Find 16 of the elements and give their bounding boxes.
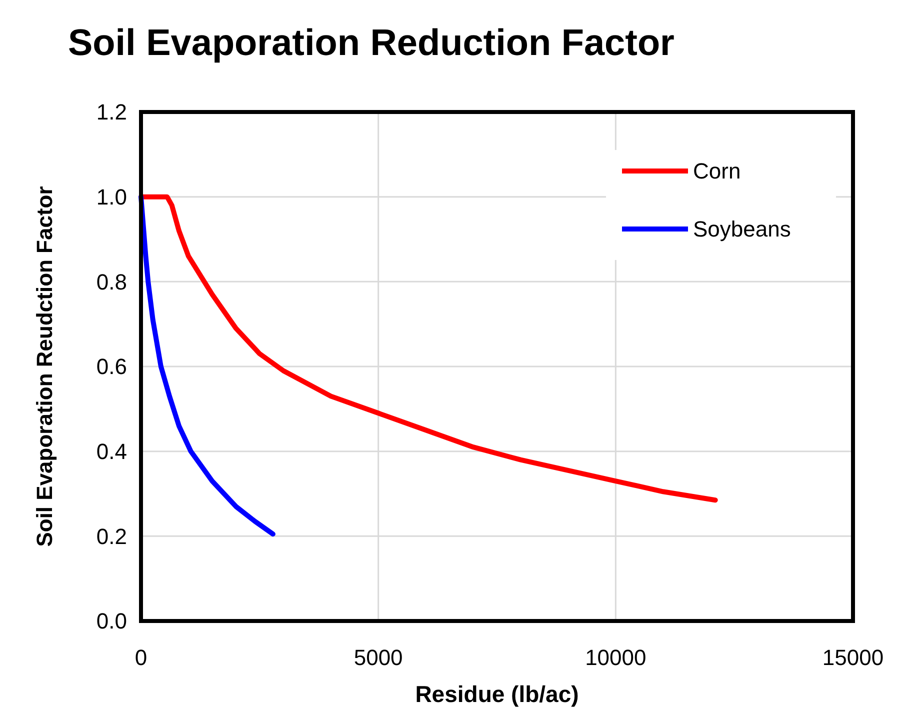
chart-title: Soil Evaporation Reduction Factor: [68, 22, 674, 63]
y-tick-label: 0.4: [96, 439, 127, 464]
legend-label: Soybeans: [693, 216, 791, 242]
y-tick-label: 0.8: [96, 269, 127, 294]
legend-label: Corn: [693, 158, 741, 184]
y-tick-label: 1.2: [96, 100, 127, 125]
x-tick-label: 0: [134, 645, 148, 670]
x-axis-title: Residue (lb/ac): [415, 681, 579, 707]
x-tick-label: 15000: [822, 645, 884, 670]
y-tick-label: 0.6: [96, 354, 127, 380]
y-tick-label: 1.0: [96, 184, 127, 210]
x-tick-label: 5000: [354, 645, 403, 670]
y-tick-label: 0.2: [96, 524, 127, 549]
x-tick-label: 10000: [585, 645, 646, 670]
y-tick-label: 0.0: [96, 608, 127, 634]
y-axis-title: Soil Evaporation Reudction Factor: [32, 186, 57, 547]
